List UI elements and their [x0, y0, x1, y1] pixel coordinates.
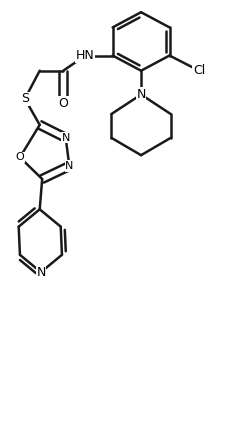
Text: N: N — [36, 266, 46, 279]
Text: S: S — [21, 92, 29, 106]
Text: N: N — [136, 88, 146, 101]
Text: Cl: Cl — [193, 64, 205, 77]
Text: O: O — [58, 97, 68, 110]
Text: N: N — [65, 161, 74, 171]
Text: O: O — [16, 152, 24, 162]
Text: N: N — [62, 133, 70, 143]
Text: HN: HN — [76, 49, 95, 62]
